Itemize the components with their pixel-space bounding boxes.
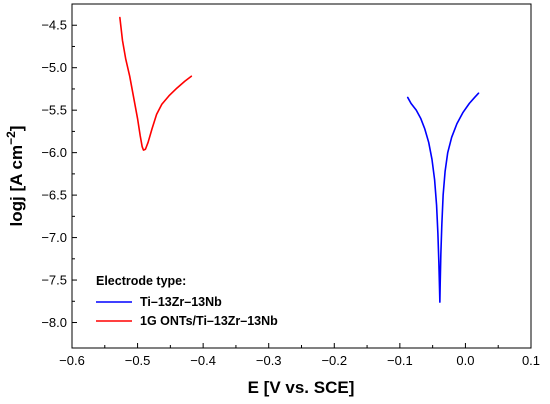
y-tick-label: −7.5 bbox=[41, 273, 67, 288]
x-axis-label: E [V vs. SCE] bbox=[248, 378, 355, 397]
series-layer bbox=[119, 16, 480, 303]
legend-title: Electrode type: bbox=[96, 274, 186, 288]
legend: Electrode type: Ti–13Zr–13Nb 1G ONTs/Ti–… bbox=[96, 274, 278, 328]
series-line-1 bbox=[119, 16, 193, 151]
legend-label-ti13zr13nb: Ti–13Zr–13Nb bbox=[140, 295, 222, 309]
y-axis: −8.0 −7.5 −7.0 −6.5 −6.0 −5.5 −5.0 −4.5 bbox=[41, 18, 77, 330]
y-tick-label: −4.5 bbox=[41, 18, 67, 33]
y-axis-label: logj [A cm−2] bbox=[4, 126, 26, 227]
series-line-0 bbox=[406, 92, 480, 303]
x-tick-label: −0.1 bbox=[387, 353, 413, 368]
legend-label-1g-onts: 1G ONTs/Ti–13Zr–13Nb bbox=[140, 314, 278, 328]
y-tick-label: −5.0 bbox=[41, 60, 67, 75]
x-tick-label: 0.1 bbox=[522, 353, 540, 368]
x-tick-label: 0.0 bbox=[456, 353, 474, 368]
y-axis-label-superscript: −2 bbox=[4, 131, 18, 145]
x-tick-label: −0.5 bbox=[125, 353, 151, 368]
x-tick-label: −0.4 bbox=[190, 353, 216, 368]
y-axis-label-close: ] bbox=[7, 126, 26, 132]
y-tick-label: −6.0 bbox=[41, 145, 67, 160]
x-tick-label: −0.2 bbox=[321, 353, 347, 368]
x-tick-label: −0.6 bbox=[59, 353, 85, 368]
y-tick-label: −8.0 bbox=[41, 315, 67, 330]
y-axis-label-main: logj [A cm bbox=[7, 145, 26, 227]
x-axis: −0.6 −0.5 −0.4 −0.3 −0.2 −0.1 0.0 0.1 bbox=[59, 343, 540, 368]
y-tick-label: −6.5 bbox=[41, 188, 67, 203]
y-tick-label: −5.5 bbox=[41, 103, 67, 118]
y-tick-label: −7.0 bbox=[41, 230, 67, 245]
x-tick-label: −0.3 bbox=[256, 353, 282, 368]
